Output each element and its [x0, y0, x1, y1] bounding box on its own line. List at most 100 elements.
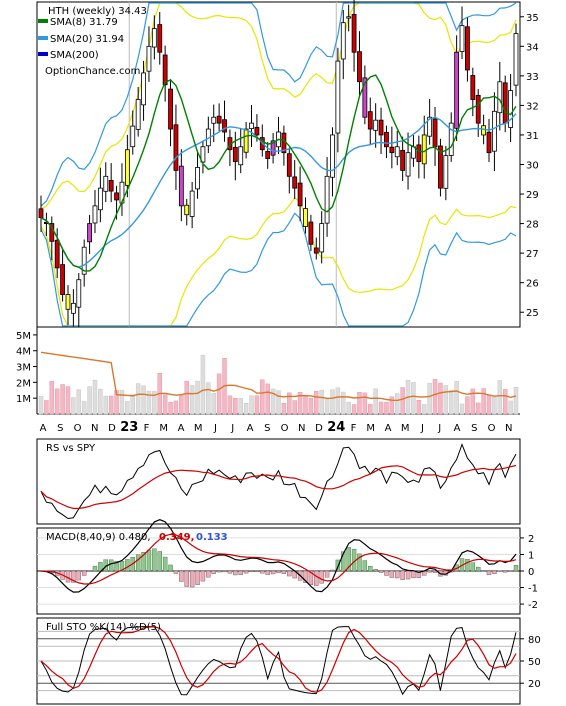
volume-bar — [189, 385, 195, 415]
macd-histogram-bar — [141, 552, 146, 572]
volume-bar — [368, 404, 373, 415]
volume-bar — [416, 400, 422, 415]
price-tick-label: 32 — [526, 101, 539, 112]
candle-body — [189, 190, 195, 217]
volume-bar — [492, 396, 497, 415]
macd-histogram-bar — [319, 570, 324, 584]
volume-tick-label: 5M — [16, 331, 31, 342]
volume-bar — [346, 401, 351, 415]
volume-tick-label: 3M — [16, 363, 31, 374]
volume-bar — [314, 391, 319, 415]
candle-body — [162, 54, 168, 86]
candle-body — [87, 223, 92, 243]
volume-bar — [265, 383, 270, 415]
moving-averages — [40, 74, 517, 272]
volume-bar — [362, 392, 368, 415]
x-tick-label: N — [505, 423, 512, 434]
candle-body — [513, 33, 519, 86]
candle-body — [184, 204, 190, 216]
upper-band-blue — [40, 2, 517, 207]
candle-body — [211, 116, 217, 124]
candle-body — [81, 246, 87, 275]
macd-value2: 0.133 — [196, 532, 228, 543]
macd-histogram-bar — [135, 554, 141, 572]
volume-bar — [260, 379, 265, 415]
candle-body — [108, 180, 114, 192]
candle-body — [346, 16, 352, 19]
candle-body — [373, 119, 379, 131]
candle-body — [97, 187, 103, 211]
volume-bar — [421, 404, 427, 415]
volume-bar — [281, 402, 287, 415]
macd-histogram-bar — [184, 570, 189, 587]
volume-bar — [470, 388, 476, 415]
candle-body — [103, 175, 109, 192]
candle-body — [173, 124, 179, 171]
volume-bar — [119, 389, 125, 415]
stochastic-lines — [37, 626, 520, 696]
candle-body — [243, 128, 249, 153]
volume-bar — [200, 354, 206, 415]
price-axis: 35 34 33 32 31 30 29 28 27 26 25 — [520, 13, 539, 319]
x-tick-label: F — [144, 423, 150, 434]
candle-body — [124, 149, 130, 186]
x-axis: A S O N D 23 F M A M J J A S O N D 24 F M A M J J A S O N — [40, 420, 513, 435]
candle-body — [427, 116, 433, 137]
legend-swatch-sma20 — [38, 36, 48, 40]
candle-body — [232, 146, 238, 162]
candle-body — [362, 77, 368, 118]
volume-bar — [508, 400, 513, 415]
candle-body — [432, 118, 438, 148]
macd-histogram-bar — [211, 570, 216, 574]
volume-bar — [465, 396, 470, 415]
macd-histogram-bar — [389, 570, 395, 578]
macd-histogram-bar — [260, 570, 265, 574]
macd-histogram-bar — [168, 564, 173, 572]
legend: SMA(8) 31.79 SMA(20) 31.94 SMA(200) Opti… — [38, 17, 140, 77]
x-tick-label: S — [471, 423, 477, 434]
volume-bar — [195, 380, 200, 415]
macd-lines — [37, 519, 520, 605]
chart-title: HTH (weekly) 34.43 — [48, 6, 147, 17]
x-tick-label: N — [298, 423, 305, 434]
candle-body — [76, 279, 82, 308]
macd-histogram-bar — [432, 570, 438, 573]
macd-histogram-bar — [108, 559, 114, 572]
volume-bar — [319, 389, 324, 415]
x-tick-label: F — [351, 423, 357, 434]
volume-bar — [297, 392, 303, 415]
volume-bar — [98, 388, 103, 415]
x-tick-label: A — [247, 423, 254, 434]
macd-histogram-bar — [114, 561, 119, 572]
candle-body — [313, 247, 319, 254]
candle-body — [405, 152, 411, 177]
macd-histogram-bar — [173, 570, 179, 574]
macd-tick-label: 0 — [528, 567, 534, 578]
candle-body — [400, 149, 406, 171]
candle-body — [389, 146, 395, 154]
rs-line — [40, 443, 517, 520]
macd-histogram-bar — [314, 570, 319, 587]
candle-body — [367, 111, 373, 130]
volume-bar — [238, 398, 243, 415]
macd-histogram-bar — [486, 570, 492, 576]
candle-body — [454, 51, 460, 129]
volume-bar — [324, 398, 330, 415]
macd-histogram-bar — [330, 569, 335, 572]
candle-body — [438, 145, 443, 189]
macd-histogram-bar — [384, 570, 389, 576]
macd-histogram-bar — [287, 570, 292, 577]
candle-body — [502, 82, 508, 124]
candlesticks — [38, 0, 519, 327]
price-tick-label: 27 — [526, 249, 539, 260]
candle-body — [335, 60, 341, 134]
x-tick-label: S — [264, 423, 270, 434]
watermark: OptionChance.com — [45, 66, 140, 77]
candle-body — [492, 110, 497, 152]
volume-bar — [108, 395, 114, 415]
upper-band-yellow — [40, 2, 517, 210]
rs-average-line — [40, 464, 517, 510]
candle-body — [200, 146, 206, 163]
candle-body — [254, 126, 260, 136]
macd-histogram-bar — [427, 570, 432, 573]
